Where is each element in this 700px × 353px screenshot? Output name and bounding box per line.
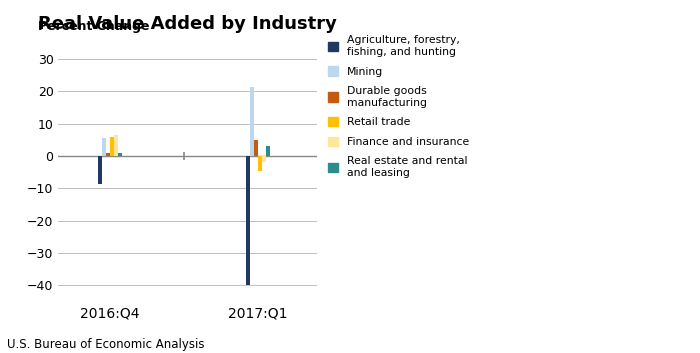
Legend: Agriculture, forestry,
fishing, and hunting, Mining, Durable goods
manufacturing: Agriculture, forestry, fishing, and hunt… <box>328 35 469 178</box>
Title: Real Value Added by Industry: Real Value Added by Industry <box>38 15 337 33</box>
Text: Percent Change: Percent Change <box>38 19 149 32</box>
Bar <box>250 86 253 156</box>
Text: U.S. Bureau of Economic Analysis: U.S. Bureau of Economic Analysis <box>7 338 204 351</box>
Bar <box>110 137 114 156</box>
Bar <box>262 156 266 162</box>
Bar <box>102 138 106 156</box>
Bar <box>106 153 110 156</box>
Bar <box>266 146 270 156</box>
Bar <box>98 156 102 184</box>
Bar <box>114 135 118 156</box>
Bar <box>254 140 258 156</box>
Bar <box>258 156 262 170</box>
Bar <box>246 156 250 285</box>
Bar <box>118 153 122 156</box>
